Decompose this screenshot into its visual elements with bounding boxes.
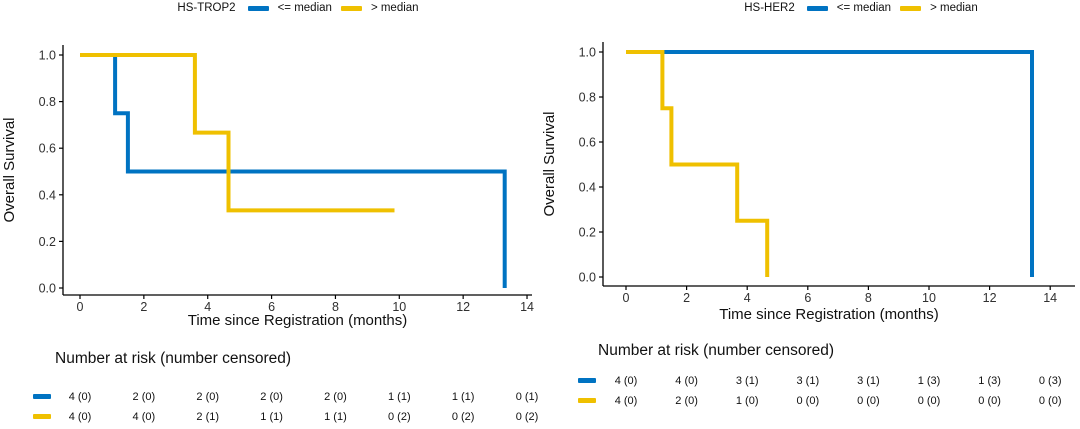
risk-row-le-median: 4 (0) 2 (0) 2 (0) 2 (0) 2 (0) 1 (1) 1 (1) 0 (1) <box>0 388 540 406</box>
x-tick-label: 6 <box>268 300 275 314</box>
risk-cell: 1 (1) <box>324 411 347 423</box>
x-tick-label: 0 <box>623 291 630 305</box>
risk-cell: 2 (0) <box>324 391 347 403</box>
risk-row-le-median: 4 (0) 4 (0) 3 (1) 3 (1) 3 (1) 1 (3) 1 (3) 0 (3) <box>540 372 1080 390</box>
risk-cell: 0 (0) <box>917 395 941 407</box>
y-axis-title: Overall Survival <box>541 111 558 216</box>
x-tick-label: 4 <box>204 300 211 314</box>
risk-cell: 1 (1) <box>387 391 411 403</box>
risk-cell: 0 (0) <box>857 395 880 407</box>
y-tick-label: 0.4 <box>39 188 56 202</box>
risk-cell: 0 (2) <box>515 411 539 423</box>
x-tick-label: 8 <box>865 291 872 305</box>
km-plot-hs-trop2: 0 2 4 6 8 10 12 14 0.0 0.2 0.4 0.6 0.8 1.0 Overall Sur… <box>1 45 534 314</box>
x-tick-label: 2 <box>140 300 147 314</box>
legend-label-le-median: <= median <box>836 2 892 14</box>
x-tick-label: 14 <box>520 300 534 314</box>
risk-cell: 2 (0) <box>132 391 156 403</box>
risk-row-swatch-icon <box>578 378 596 383</box>
risk-cell: 0 (0) <box>1038 395 1062 407</box>
legend-hs-her2: HS-HER2 <= median > median <box>635 1 1080 15</box>
x-axis-title: Time since Registration (months) <box>719 306 939 323</box>
x-tick-label: 6 <box>804 291 811 305</box>
legend-title: HS-TROP2 <box>177 2 236 14</box>
x-tick-label: 12 <box>983 291 997 305</box>
risk-table-title: Number at risk (number censored) <box>55 350 292 367</box>
risk-cell: 4 (0) <box>68 411 92 423</box>
y-axis-title: Overall Survival <box>1 117 18 222</box>
y-tick-label: 0.8 <box>39 95 56 109</box>
y-tick-label: 1.0 <box>579 46 596 60</box>
x-tick-label: 8 <box>332 300 339 314</box>
km-panel-hs-trop2: HS-TROP2 <= median > median 0 2 4 6 8 10 12 14 0… <box>0 1 540 426</box>
risk-cell: 1 (3) <box>917 375 941 387</box>
risk-cell: 3 (1) <box>857 375 880 387</box>
x-tick-label: 10 <box>922 291 936 305</box>
x-tick-label: 14 <box>1043 291 1057 305</box>
risk-cell: 0 (2) <box>451 411 475 423</box>
legend-swatch-gt-median-icon <box>340 5 362 11</box>
y-tick-label: 0.0 <box>39 282 56 296</box>
risk-cell: 1 (3) <box>978 375 1001 387</box>
y-tick-label: 0.0 <box>579 271 596 285</box>
risk-table-hs-trop2: 4 (0) 2 (0) 2 (0) 2 (0) 2 (0) 1 (1) 1 (1) 0 (1)… <box>0 388 540 426</box>
risk-cell: 1 (1) <box>260 411 283 423</box>
km-curve-gt-median <box>80 53 395 213</box>
risk-cell: 0 (3) <box>1038 375 1062 387</box>
y-tick-label: 0.4 <box>579 181 596 195</box>
km-curve-gt-median <box>626 50 770 277</box>
risk-cell: 1 (0) <box>735 395 759 407</box>
risk-cell: 4 (0) <box>614 395 638 407</box>
risk-cell: 4 (0) <box>614 375 638 387</box>
x-axis-title: Time since Registration (months) <box>187 312 408 329</box>
y-tick-label: 1.0 <box>39 49 56 63</box>
km-plot-hs-her2: 0 2 4 6 8 10 12 14 0.0 0.2 0.4 0.6 0.8 1.0 Overall Sur… <box>541 42 1075 305</box>
risk-table-title: Number at risk (number censored) <box>598 342 835 359</box>
legend-swatch-gt-median-icon <box>900 5 922 11</box>
y-tick-label: 0.6 <box>39 142 56 156</box>
risk-row-gt-median: 4 (0) 2 (0) 1 (0) 0 (0) 0 (0) 0 (0) 0 (0) 0 (0) <box>540 392 1080 410</box>
x-tick-label: 2 <box>683 291 690 305</box>
legend-label-gt-median: > median <box>370 2 419 14</box>
risk-cell: 2 (0) <box>196 391 220 403</box>
risk-cell: 0 (0) <box>796 395 820 407</box>
y-tick-label: 0.6 <box>579 136 596 150</box>
km-curve-le-median <box>626 50 1034 277</box>
risk-cell: 3 (1) <box>735 375 759 387</box>
legend-label-gt-median: > median <box>930 2 978 14</box>
risk-cell: 4 (0) <box>68 391 92 403</box>
x-tick-label: 10 <box>392 300 406 314</box>
x-tick-label: 0 <box>77 300 84 314</box>
risk-cell: 2 (1) <box>196 411 220 423</box>
legend-swatch-le-median-icon <box>247 5 269 11</box>
risk-cell: 4 (0) <box>132 411 156 423</box>
risk-cell: 2 (0) <box>260 391 283 403</box>
legend-title: HS-HER2 <box>744 2 795 14</box>
risk-row-swatch-icon <box>33 414 51 419</box>
risk-table-hs-her2: 4 (0) 4 (0) 3 (1) 3 (1) 3 (1) 1 (3) 1 (3) 0 (3)… <box>540 0 1080 429</box>
risk-row-swatch-icon <box>33 394 51 399</box>
risk-row-swatch-icon <box>578 398 596 403</box>
risk-cell: 0 (2) <box>387 411 411 423</box>
risk-cell: 0 (0) <box>978 395 1001 407</box>
risk-cell: 3 (1) <box>796 375 820 387</box>
y-tick-label: 0.2 <box>39 235 56 249</box>
legend-label-le-median: <= median <box>277 2 332 14</box>
risk-cell: 1 (1) <box>451 391 475 403</box>
risk-cell: 4 (0) <box>675 375 698 387</box>
y-tick-label: 0.2 <box>579 226 596 240</box>
risk-cell: 0 (1) <box>515 391 539 403</box>
risk-cell: 2 (0) <box>675 395 698 407</box>
legend-swatch-le-median-icon <box>806 5 828 11</box>
x-tick-label: 12 <box>456 300 470 314</box>
km-panel-hs-her2: HS-HER2 <= median > median 0 2 4 6 8 10 12 14 0.… <box>540 0 1080 429</box>
legend-hs-trop2: HS-TROP2 <= median > median <box>63 1 533 15</box>
y-tick-label: 0.8 <box>579 91 596 105</box>
risk-row-gt-median: 4 (0) 4 (0) 2 (1) 1 (1) 1 (1) 0 (2) 0 (2) 0 (2) <box>0 408 540 426</box>
x-tick-label: 4 <box>744 291 751 305</box>
